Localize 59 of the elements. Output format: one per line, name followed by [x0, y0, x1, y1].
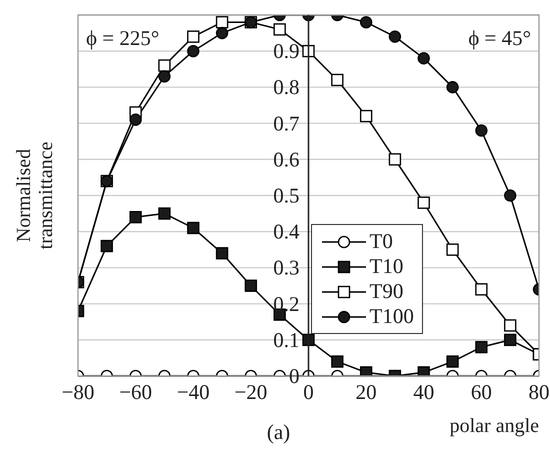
point — [187, 222, 200, 234]
point — [216, 16, 228, 28]
point — [158, 59, 171, 72]
point — [388, 153, 402, 166]
y-tick-label: 0.8 — [273, 75, 300, 100]
point — [244, 280, 258, 292]
y-tick-label: 0.7 — [273, 111, 300, 136]
point — [504, 319, 516, 332]
point — [331, 74, 344, 86]
annotation: ϕ = 225° — [86, 26, 160, 50]
point — [388, 30, 402, 43]
point — [475, 340, 488, 354]
point — [187, 30, 200, 43]
point — [446, 355, 459, 368]
point — [158, 207, 171, 220]
x-tick-label: −40 — [176, 380, 210, 404]
point — [360, 110, 372, 122]
point — [504, 334, 516, 346]
y-tick-label: 0.9 — [273, 39, 300, 64]
y-tick-label: 0.6 — [273, 147, 300, 172]
annotation: ϕ = 45° — [468, 26, 531, 50]
legend-label: T90 — [370, 279, 404, 304]
legend-label: T0 — [370, 229, 393, 254]
point — [360, 16, 372, 28]
point — [360, 366, 372, 376]
point — [418, 196, 430, 209]
x-tick-label: −60 — [119, 380, 152, 404]
x-tick-label: 40 — [413, 380, 434, 404]
point — [331, 355, 344, 368]
point — [129, 114, 142, 126]
x-tick-label: −80 — [62, 380, 94, 404]
point — [446, 244, 459, 256]
point — [418, 366, 430, 376]
x-axis-title: polar angle — [450, 415, 540, 437]
point — [158, 70, 171, 83]
y-tick-label: 0.2 — [273, 292, 300, 316]
y-tick-label: 0.3 — [273, 256, 300, 280]
point — [100, 240, 113, 252]
text: (a) — [266, 420, 290, 444]
y-tick-label: 0.4 — [273, 220, 300, 244]
point — [475, 124, 488, 137]
point — [216, 247, 228, 260]
legend-label: T10 — [370, 254, 404, 280]
y-tick-label: 0.1 — [273, 328, 300, 352]
x-tick-label: −20 — [234, 380, 268, 404]
x-tick-label: 20 — [356, 380, 377, 404]
y-axis-title: Normalised transmittance — [13, 142, 57, 250]
point — [475, 283, 488, 296]
point — [187, 44, 200, 58]
point — [216, 26, 228, 40]
point — [504, 189, 516, 202]
point — [274, 23, 286, 36]
point — [129, 211, 142, 224]
point — [446, 81, 459, 94]
x-tick-label: 60 — [470, 380, 492, 404]
point — [418, 52, 430, 64]
x-tick-label: 80 — [528, 380, 550, 404]
y-tick-label: 0.5 — [273, 184, 300, 208]
legend-label: T100 — [370, 304, 414, 330]
